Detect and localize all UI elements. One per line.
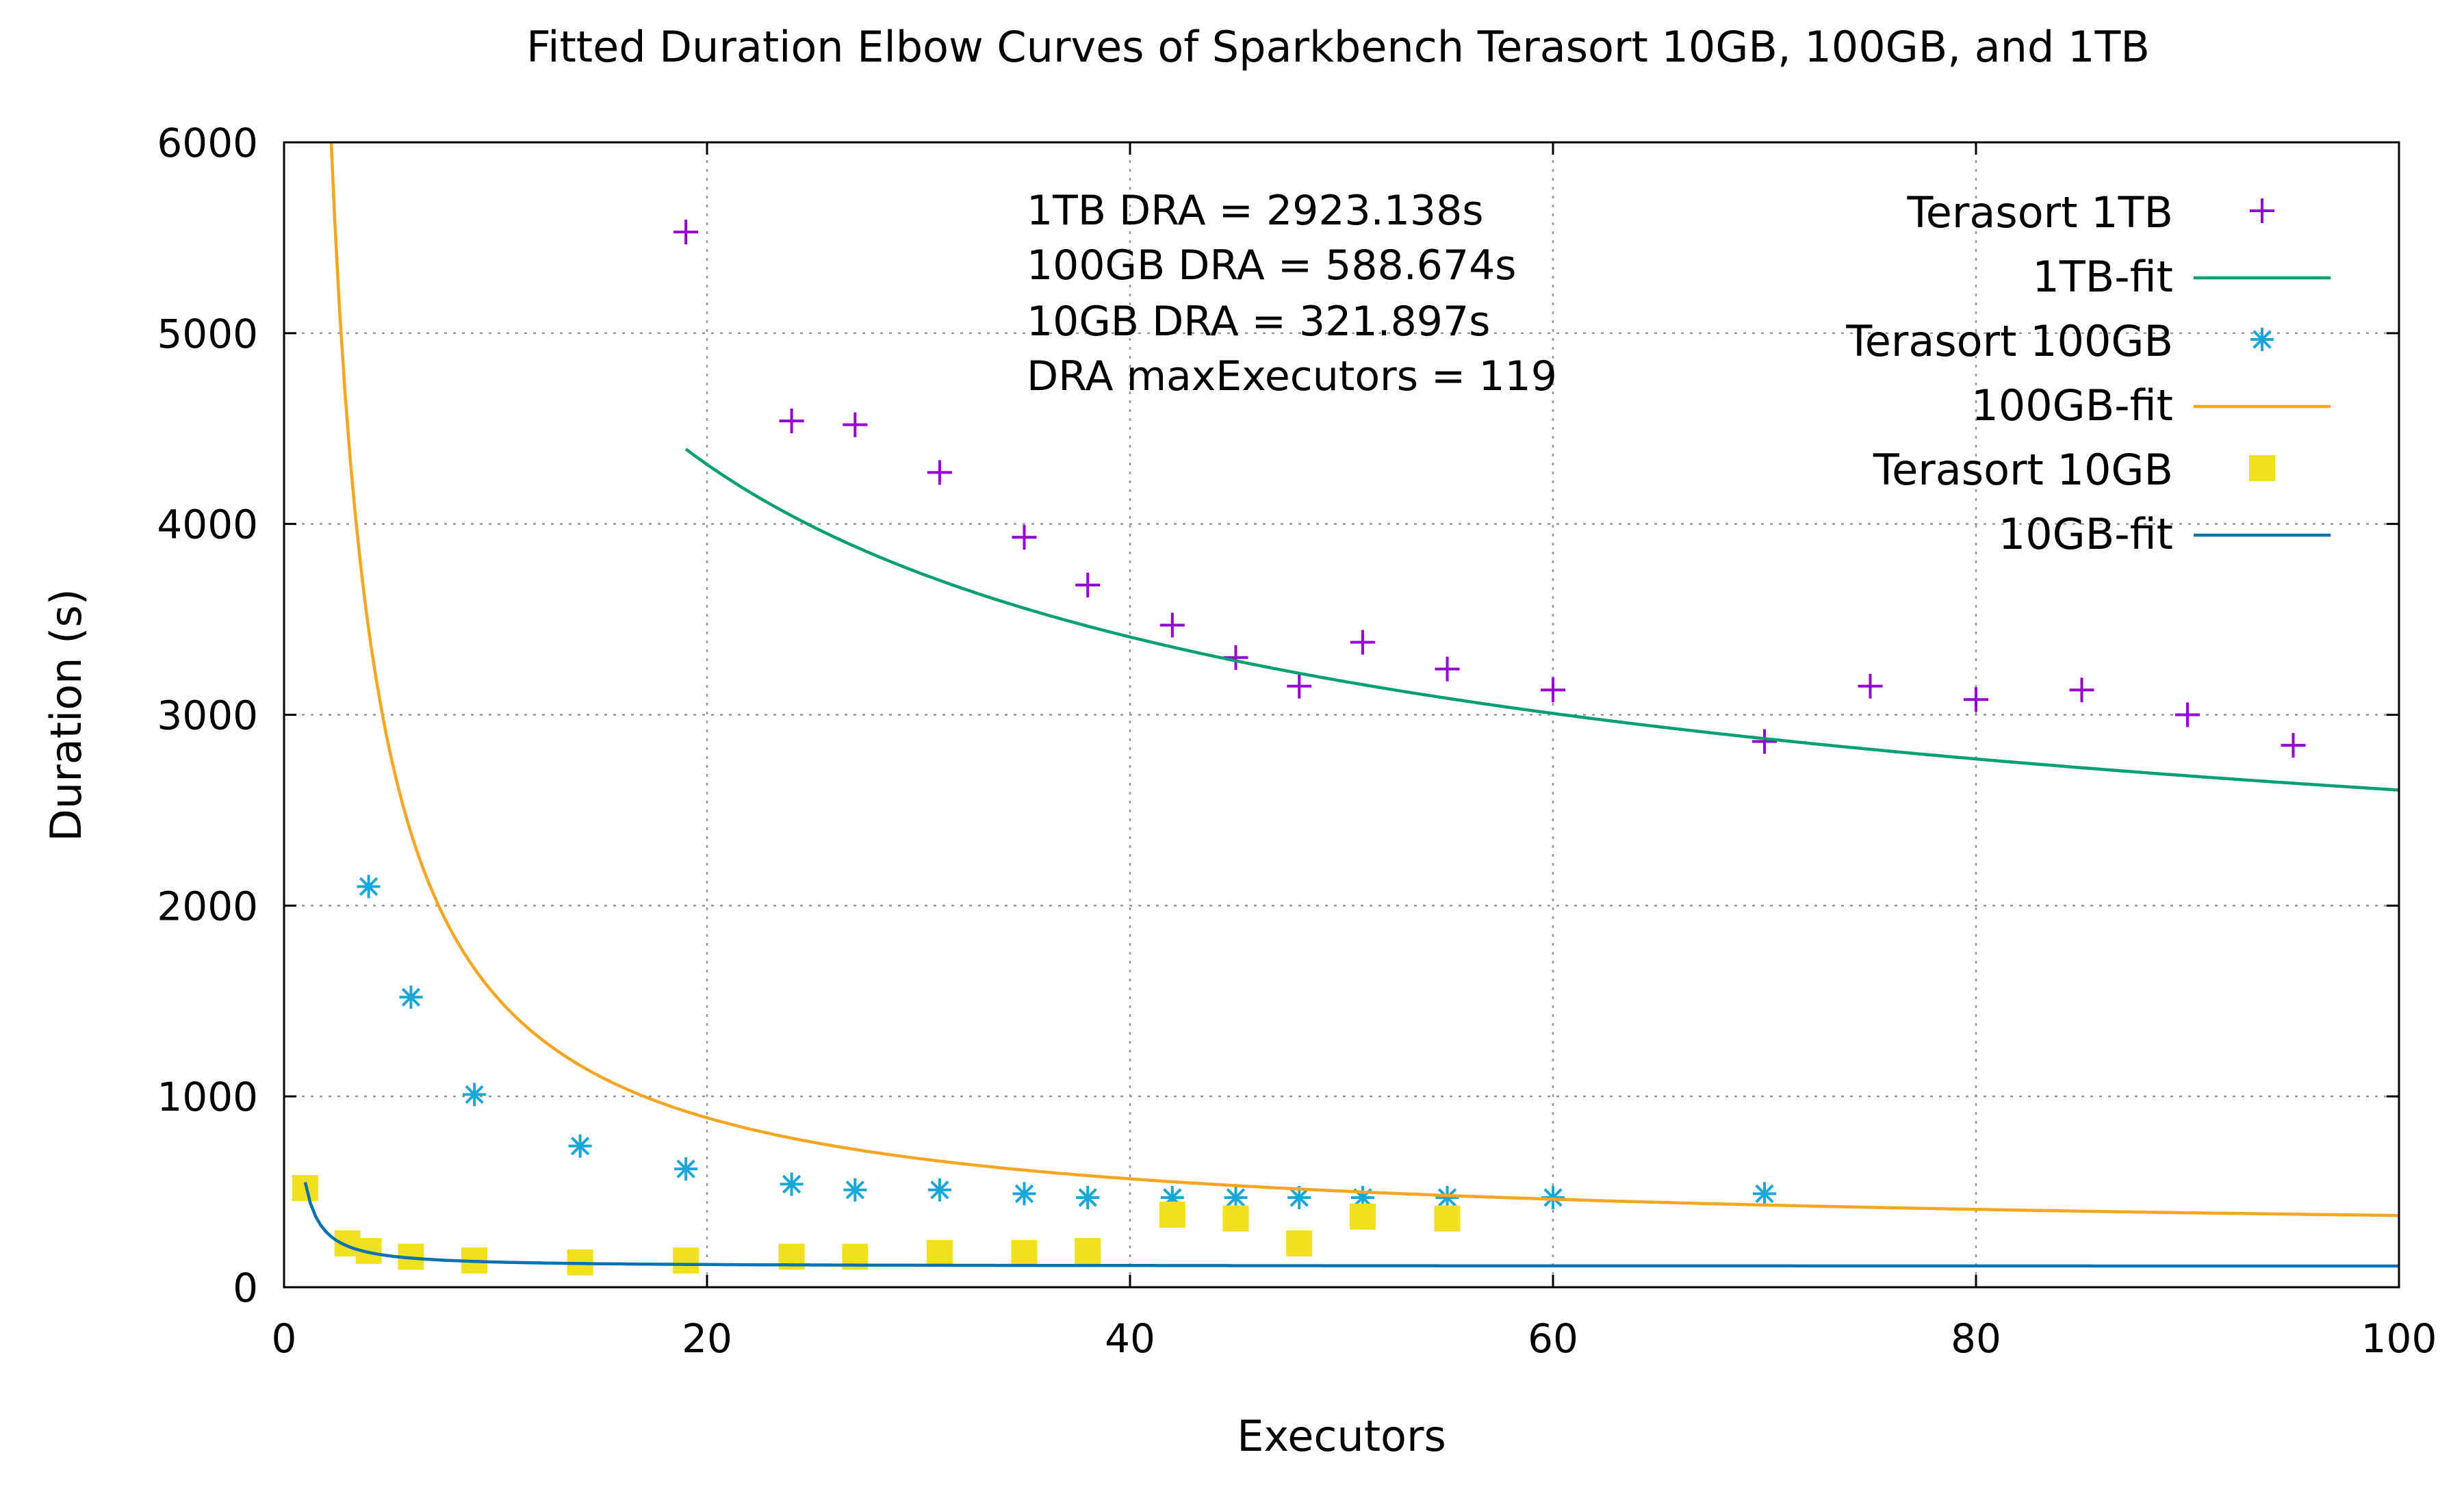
y-tick-label: 1000 [157, 1074, 258, 1120]
series-100gb-fit [329, 142, 2399, 1217]
y-tick-label: 4000 [157, 502, 258, 548]
series-layer [292, 142, 2399, 1276]
legend-label: Terasort 1TB [1906, 188, 2173, 237]
annotation-dra-max-executors: DRA maxExecutors = 119 [1027, 352, 1557, 400]
fit-line-1tb-fit [684, 448, 2399, 792]
data-point-terasort-1tb [673, 220, 699, 245]
annotation-10gb-dra: 10GB DRA = 321.897s [1027, 298, 1490, 346]
legend-item-terasort-10gb: Terasort 10GB [1873, 445, 2275, 495]
x-tick-label: 20 [682, 1315, 732, 1362]
data-point-terasort-1tb [927, 460, 952, 485]
data-point-terasort-100gb [1753, 1182, 1776, 1206]
legend-marker-swatch [2250, 198, 2274, 223]
data-point-terasort-1tb [1075, 572, 1101, 597]
legend-item-terasort-100gb: Terasort 100GB [1845, 316, 2274, 366]
data-point-terasort-100gb [463, 1083, 487, 1107]
data-point-terasort-1tb [1159, 612, 1185, 638]
data-point-terasort-100gb [674, 1157, 698, 1181]
y-tick-label: 0 [233, 1265, 258, 1311]
series-terasort-1tb [673, 220, 2306, 758]
data-point-terasort-100gb [780, 1172, 804, 1196]
y-tick-label: 2000 [157, 883, 258, 929]
grid-lines [284, 142, 2399, 1287]
data-point-terasort-1tb [1752, 729, 1777, 754]
legend-item-1tb-fit: 1TB-fit [2032, 252, 2331, 302]
x-tick-label: 80 [1951, 1315, 2001, 1362]
series-1tb-fit [684, 448, 2399, 792]
data-point-terasort-10gb [1222, 1205, 1249, 1232]
annotation-block: 1TB DRA = 2923.138s 100GB DRA = 588.674s… [1027, 187, 1557, 400]
data-point-terasort-1tb [2069, 677, 2094, 703]
data-point-terasort-1tb [2175, 702, 2200, 727]
data-point-terasort-100gb [1224, 1185, 1248, 1209]
data-point-terasort-1tb [2281, 733, 2306, 758]
data-point-terasort-100gb [357, 875, 381, 899]
y-axis-title: Duration (s) [41, 589, 91, 842]
data-point-terasort-10gb [926, 1239, 953, 1266]
y-tick-label: 3000 [157, 693, 258, 739]
legend-label: 100GB-fit [1971, 380, 2173, 430]
data-point-terasort-10gb [1434, 1205, 1461, 1232]
data-point-terasort-10gb [1011, 1239, 1038, 1266]
legend-label: 1TB-fit [2032, 252, 2173, 302]
annotation-1tb-dra: 1TB DRA = 2923.138s [1027, 187, 1484, 235]
y-tick-label: 5000 [157, 311, 258, 357]
legend-label: Terasort 100GB [1845, 316, 2173, 366]
data-point-terasort-100gb [927, 1178, 951, 1202]
data-point-terasort-100gb [1076, 1185, 1100, 1209]
data-point-terasort-1tb [779, 409, 804, 434]
data-point-terasort-100gb [1012, 1182, 1036, 1206]
legend-item-100gb-fit: 100GB-fit [1971, 380, 2331, 430]
data-point-terasort-10gb [1159, 1202, 1185, 1228]
chart-title: Fitted Duration Elbow Curves of Sparkben… [526, 22, 2150, 72]
legend-item-10gb-fit: 10GB-fit [1999, 509, 2331, 559]
series-10gb-fit [303, 1182, 2399, 1268]
legend: Terasort 1TB 1TB-fit Terasort 100GB 100GB-f… [1845, 188, 2331, 559]
x-tick-label: 60 [1528, 1315, 1578, 1362]
data-point-terasort-100gb [1435, 1185, 1459, 1209]
fit-line-10gb-fit [303, 1182, 2399, 1268]
data-point-terasort-1tb [843, 412, 868, 437]
data-point-terasort-100gb [399, 985, 423, 1009]
data-point-terasort-1tb [1012, 525, 1037, 550]
data-point-terasort-1tb [1287, 673, 1312, 699]
legend-item-terasort-1tb: Terasort 1TB [1906, 188, 2274, 237]
data-point-terasort-100gb [568, 1134, 592, 1158]
legend-marker-swatch [2249, 455, 2275, 481]
x-tick-label: 0 [272, 1315, 297, 1362]
data-point-terasort-1tb [1858, 673, 1883, 699]
data-point-terasort-10gb [1075, 1238, 1101, 1265]
fit-line-100gb-fit [329, 142, 2399, 1217]
legend-marker-swatch [2250, 328, 2274, 351]
x-tick-label: 100 [2361, 1315, 2437, 1362]
y-tick-label: 6000 [157, 120, 258, 166]
legend-label: Terasort 10GB [1873, 445, 2173, 495]
x-tick-label: 40 [1105, 1315, 1155, 1362]
x-axis-title: Executors [1237, 1411, 1446, 1461]
data-point-terasort-10gb [1349, 1203, 1376, 1230]
data-point-terasort-100gb [843, 1178, 867, 1202]
data-point-terasort-1tb [1435, 656, 1460, 682]
data-point-terasort-10gb [673, 1247, 700, 1274]
data-point-terasort-1tb [1541, 677, 1565, 703]
annotation-100gb-dra: 100GB DRA = 588.674s [1027, 242, 1517, 289]
data-point-terasort-1tb [1964, 687, 1988, 712]
legend-label: 10GB-fit [1999, 509, 2173, 559]
data-point-terasort-1tb [1350, 630, 1375, 655]
data-point-terasort-10gb [1286, 1230, 1313, 1256]
